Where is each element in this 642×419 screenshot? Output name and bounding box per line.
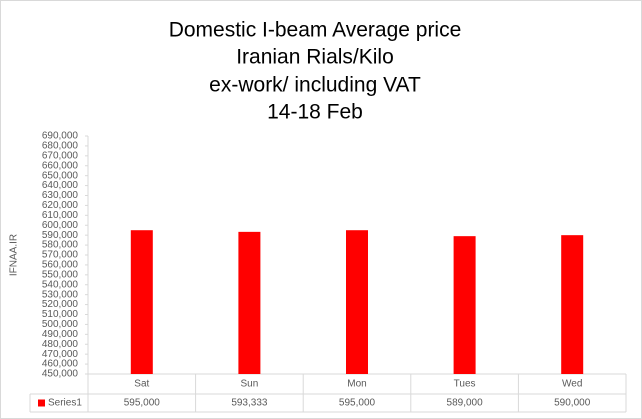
y-tick-label: 620,000 (42, 200, 79, 211)
chart-title: ex-work/ including VAT (209, 74, 421, 97)
x-tick-label: Mon (347, 379, 366, 390)
y-tick-label: 650,000 (42, 170, 79, 181)
y-tick-label: 660,000 (42, 160, 79, 171)
x-tick-label: Sat (134, 379, 149, 390)
y-tick-label: 630,000 (42, 190, 79, 201)
y-tick-label: 580,000 (42, 240, 79, 251)
x-tick-label: Wed (562, 379, 582, 390)
x-tick-label: Sun (241, 379, 259, 390)
chart-title: 14-18 Feb (267, 101, 363, 124)
y-tick-label: 500,000 (42, 319, 79, 330)
data-table-value: 595,000 (339, 398, 376, 409)
y-tick-label: 610,000 (42, 210, 79, 221)
y-tick-label: 590,000 (42, 230, 79, 241)
y-tick-label: 670,000 (42, 150, 79, 161)
y-tick-label: 530,000 (42, 289, 79, 300)
chart-title: Iranian Rials/Kilo (236, 46, 394, 69)
y-tick-label: 460,000 (42, 359, 79, 370)
chart-title: Domestic I-beam Average price (169, 19, 462, 42)
y-tick-label: 480,000 (42, 339, 79, 350)
bar (130, 230, 153, 374)
x-tick-label: Tues (454, 379, 476, 390)
y-tick-label: 490,000 (42, 329, 79, 340)
bar (346, 230, 368, 374)
y-tick-label: 680,000 (42, 141, 79, 152)
y-tick-label: 510,000 (42, 309, 79, 320)
y-tick-label: 450,000 (42, 369, 79, 380)
y-tick-label: 570,000 (42, 250, 79, 261)
y-tick-label: 550,000 (42, 269, 79, 280)
y-tick-label: 600,000 (42, 220, 79, 231)
bar (238, 231, 261, 374)
y-tick-label: 540,000 (42, 279, 79, 290)
y-tick-label: 690,000 (42, 131, 79, 142)
data-table-value: 590,000 (554, 398, 591, 409)
y-axis-label: IFNAA.IR (9, 234, 20, 276)
data-table-value: 593,333 (231, 398, 268, 409)
y-tick-label: 640,000 (42, 180, 79, 191)
data-table-value: 595,000 (124, 398, 161, 409)
y-tick-label: 470,000 (42, 349, 79, 360)
bar (453, 236, 476, 374)
legend-label: Series1 (48, 398, 82, 409)
y-tick-label: 520,000 (42, 299, 79, 310)
bar (561, 235, 584, 374)
y-tick-label: 560,000 (42, 260, 79, 271)
legend-swatch (38, 399, 45, 407)
data-table-value: 589,000 (447, 398, 484, 409)
